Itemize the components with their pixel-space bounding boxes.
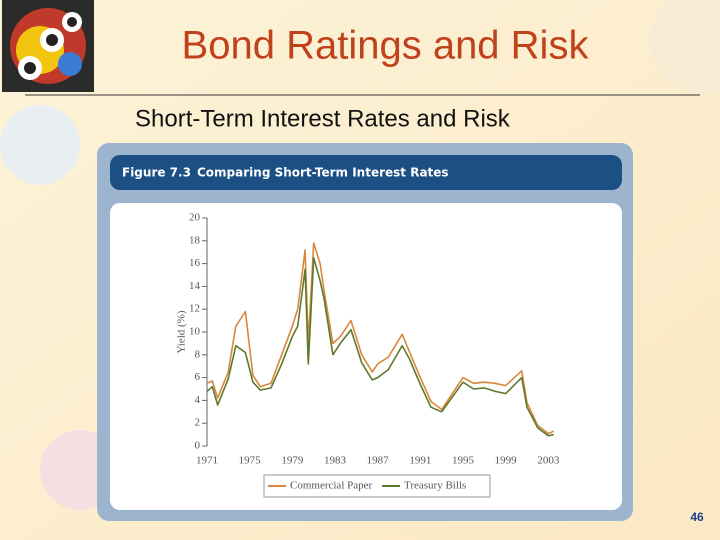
x-tick-label: 1979: [281, 455, 304, 467]
logo: [2, 0, 94, 92]
figure-header: [110, 155, 622, 190]
y-tick-label: 16: [189, 257, 201, 269]
series-line: [206, 257, 554, 437]
slide-subtitle: Short-Term Interest Rates and Risk: [135, 105, 511, 132]
figure-title: Comparing Short-Term Interest Rates: [197, 166, 449, 180]
x-tick-label: 1995: [452, 455, 475, 467]
y-tick-label: 2: [195, 417, 201, 429]
x-tick-label: 1975: [239, 455, 262, 467]
y-tick-label: 0: [195, 440, 201, 452]
legend-label: Treasury Bills: [404, 480, 466, 492]
y-tick-label: 12: [189, 303, 200, 315]
x-tick-label: 1999: [495, 455, 518, 467]
x-tick-label: 1971: [196, 455, 218, 467]
y-tick-label: 20: [189, 212, 201, 224]
y-axis-label: Yield (%): [176, 310, 188, 353]
y-tick-label: 4: [195, 394, 201, 406]
decor: [650, 0, 720, 95]
y-tick-label: 18: [189, 234, 201, 246]
chart-panel: [110, 203, 622, 510]
page-number: 46: [690, 510, 704, 524]
x-tick-label: 2003: [537, 455, 560, 467]
x-tick-label: 1987: [367, 455, 390, 467]
figure-label: Figure 7.3: [122, 166, 191, 180]
slide-title: Bond Ratings and Risk: [182, 24, 590, 68]
x-tick-label: 1983: [324, 455, 347, 467]
legend-label: Commercial Paper: [290, 480, 373, 492]
decor: [0, 105, 80, 185]
series-line: [206, 242, 555, 435]
y-tick-label: 6: [195, 371, 201, 383]
x-tick-label: 1991: [409, 455, 431, 467]
y-tick-label: 10: [189, 326, 201, 338]
y-tick-label: 8: [195, 348, 201, 360]
y-tick-label: 14: [189, 280, 201, 292]
legend: [263, 474, 491, 498]
